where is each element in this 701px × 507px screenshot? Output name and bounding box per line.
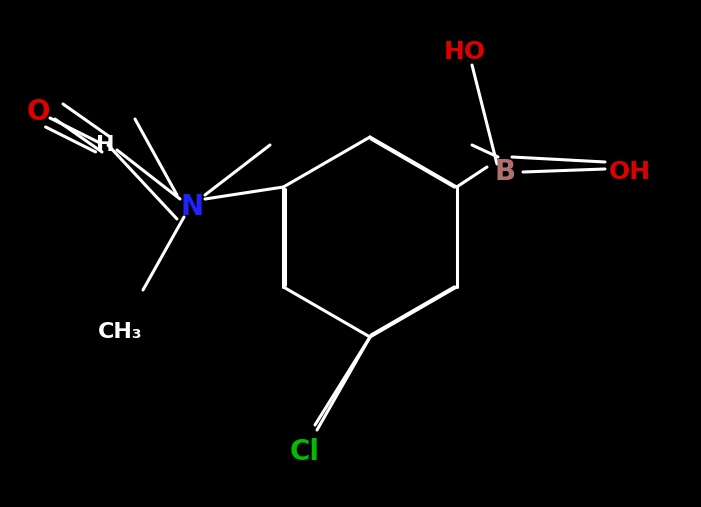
Text: H: H xyxy=(96,135,114,155)
Text: O: O xyxy=(26,98,50,126)
Text: B: B xyxy=(494,158,515,186)
Text: Cl: Cl xyxy=(290,438,320,466)
Text: HO: HO xyxy=(444,40,486,64)
Text: N: N xyxy=(180,193,203,221)
Text: CH₃: CH₃ xyxy=(97,322,142,342)
Text: OH: OH xyxy=(609,160,651,184)
